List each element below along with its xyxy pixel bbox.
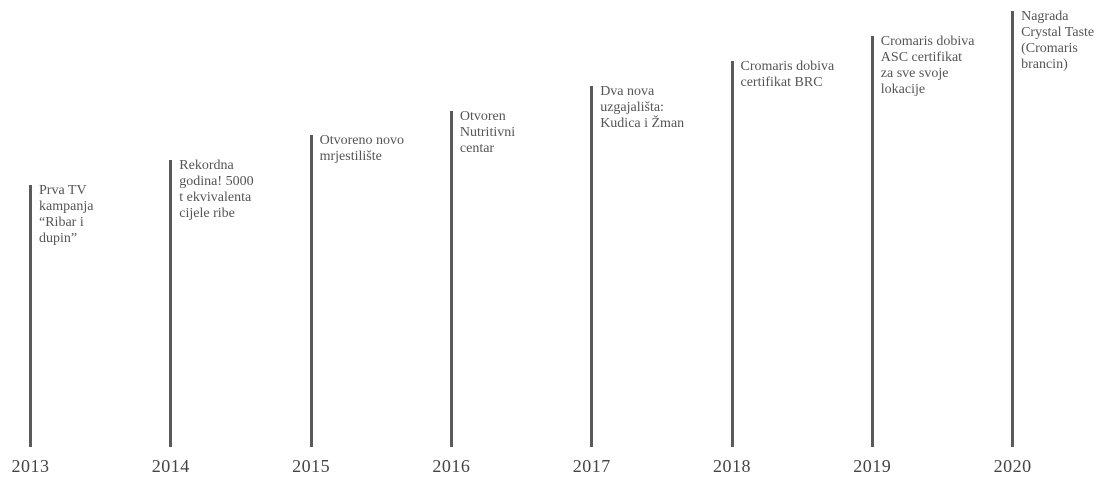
event-line: “Ribar i: [39, 215, 84, 230]
timeline-bar: [1011, 11, 1015, 447]
event-line: Nutritivni: [459, 124, 516, 140]
event-line: ASC certifikat: [880, 50, 963, 66]
year-label: 2018: [713, 456, 751, 476]
year-label: 2020: [993, 456, 1032, 476]
event-line: uzgajališta:: [600, 99, 664, 115]
timeline-bar: [730, 61, 734, 447]
event-line: Otvoreno novo: [319, 133, 404, 149]
event-text: Nagrada Crystal Taste (Cromaris brancin): [1021, 9, 1094, 73]
timeline-bar: [449, 110, 453, 447]
timeline-bar: [870, 36, 874, 447]
event-line: Crystal Taste: [1021, 25, 1095, 41]
event-text: Otvoreno novo mrjestilište: [320, 133, 404, 165]
event-text: Dva nova uzgajališta: Kudica i Žman: [600, 84, 684, 132]
event-line: kampanja: [39, 199, 94, 214]
year-label: 2019: [853, 456, 892, 476]
timeline-bar: [169, 160, 173, 447]
event-line: centar: [459, 140, 495, 156]
event-line: mrjestilište: [319, 149, 382, 165]
year-label: 2013: [11, 456, 50, 476]
event-line: dupin”: [39, 231, 78, 246]
event-line: Prva TV: [39, 183, 87, 198]
year-label: 2015: [292, 456, 331, 476]
event-line: Kudica i Žman: [600, 115, 685, 131]
event-text: Prva TV kampanja “Ribar i dupin”: [39, 183, 93, 247]
event-line: godina! 5000: [179, 174, 254, 190]
event-line: Cromaris dobiva: [880, 34, 975, 50]
timeline-bar: [590, 85, 594, 447]
event-line: za sve svoje: [880, 66, 949, 82]
event-line: brancin): [1021, 57, 1068, 73]
event-line: Dva nova: [600, 83, 655, 99]
event-text: Cromaris dobiva certifikat BRC: [741, 59, 835, 91]
event-text: Otvoren Nutritivni centar: [460, 109, 515, 157]
year-label: 2016: [432, 456, 471, 476]
event-line: Nagrada: [1021, 9, 1069, 25]
event-line: cijele ribe: [179, 206, 235, 222]
timeline-bar: [29, 185, 32, 447]
year-label: 2017: [572, 456, 611, 476]
timeline-bar: [309, 135, 313, 447]
event-line: (Cromaris: [1021, 41, 1078, 57]
event-line: lokacije: [880, 82, 926, 98]
event-line: Otvoren: [459, 108, 506, 124]
event-line: Rekordna: [179, 158, 234, 174]
event-line: t ekvivalenta: [179, 190, 252, 206]
event-line: Cromaris dobiva: [740, 59, 835, 74]
event-text: Rekordna godina! 5000 t ekvivalenta cijele …: [179, 158, 253, 222]
event-line: certifikat BRC: [740, 75, 823, 90]
year-label: 2014: [151, 456, 190, 476]
event-text: Cromaris dobiva ASC certifikat za sve svoj…: [881, 34, 975, 98]
